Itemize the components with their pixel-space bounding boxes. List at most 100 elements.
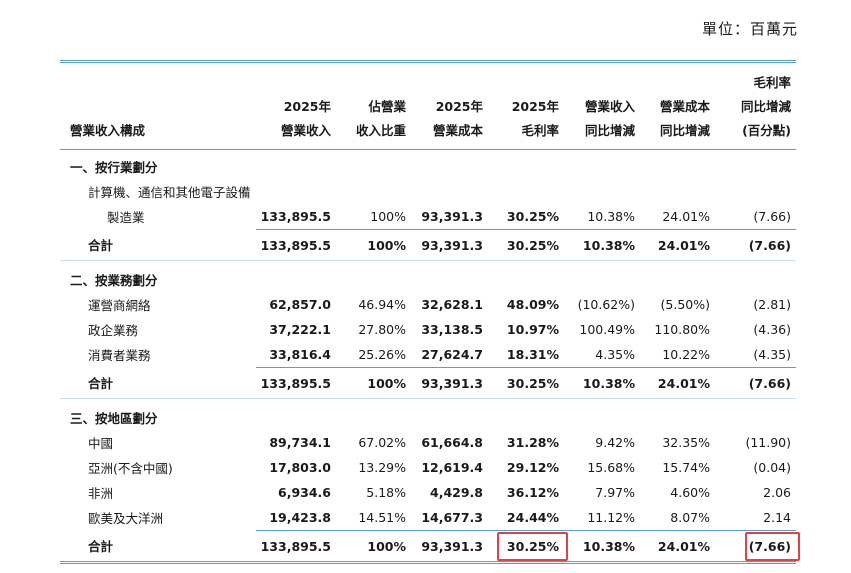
cell: 30.25% [488,530,564,564]
cell: 24.01% [640,229,715,261]
row-label: 製造業 [107,210,145,226]
cell: 32,628.1 [421,297,483,312]
cell: (7.66) [715,229,796,261]
cell: 100.49% [579,322,635,337]
cell: 5.18% [366,485,406,500]
cell: 37,222.1 [269,322,331,337]
cell: 61,664.8 [421,435,483,450]
col-header-composition: 營業收入構成 [60,60,256,150]
cell: (7.66) [753,209,791,224]
total-row: 合計 133,895.5 100% 93,391.3 30.25% 10.38%… [60,367,796,399]
cell: 13.29% [358,460,406,475]
cell: 10.38% [564,367,640,399]
cell: 93,391.3 [411,530,488,564]
section-header: 一、按行業劃分 [60,154,796,179]
row-label: 非洲 [88,486,114,501]
highlight-box-margin-change [745,531,800,561]
cell: 10.22% [662,347,710,362]
cell: 48.09% [506,297,559,312]
table-row: 計算機、通信和其他電子設備 [60,179,796,204]
cell: 93,391.3 [411,229,488,261]
section-header: 三、按地區劃分 [60,405,796,430]
cell: 2.14 [763,510,791,525]
cell: (7.66) [715,367,796,399]
cell: (4.36) [753,322,791,337]
cell: 30.25% [488,367,564,399]
cell: 6,934.6 [278,485,331,500]
cell: 12,619.4 [421,460,483,475]
col-header-revenue-share: 佔營業 收入比重 [336,60,411,150]
cell: (0.04) [753,460,791,475]
section-title: 一、按行業劃分 [70,160,158,175]
cell: 33,816.4 [269,347,331,362]
cell: 33,138.5 [421,322,483,337]
cell: 15.68% [587,460,635,475]
row-label: 消費者業務 [88,348,151,364]
cell: 62,857.0 [269,297,331,312]
table-row: 運營商網絡 62,857.0 46.94% 32,628.1 48.09% (1… [60,292,796,317]
cell: 15.74% [662,460,710,475]
table-row: 中國 89,734.1 67.02% 61,664.8 31.28% 9.42%… [60,430,796,455]
row-label: 中國 [88,436,114,451]
cell: 32.35% [662,435,710,450]
section-title: 二、按業務劃分 [70,273,158,288]
cell: 14.51% [358,510,406,525]
cell: 10.38% [564,229,640,261]
cell: 8.07% [670,510,710,525]
cell: 110.80% [654,322,710,337]
cell: 19,423.8 [269,510,331,525]
cell: 133,895.5 [256,530,336,564]
col-header-cost-yoy: 營業成本 同比增減 [640,60,715,150]
cell: 93,391.3 [421,209,483,224]
total-label: 合計 [60,530,256,564]
cell: 27,624.7 [421,347,483,362]
cell: 100% [336,229,411,261]
cell: 11.12% [587,510,635,525]
cell: 133,895.5 [256,229,336,261]
total-label: 合計 [60,229,256,261]
cell: 24.44% [506,510,559,525]
table-row: 製造業 133,895.5 100% 93,391.3 30.25% 10.38… [60,204,796,230]
cell: 36.12% [506,485,559,500]
row-label: 運營商網絡 [88,298,151,313]
revenue-composition-table: 營業收入構成 2025年 營業收入 佔營業 收入比重 2025年 營業成本 2025年… [60,60,796,564]
cell: 25.26% [358,347,406,362]
total-row: 合計 133,895.5 100% 93,391.3 30.25% 10.38%… [60,229,796,261]
cell: 2.06 [763,485,791,500]
cell: 93,391.3 [411,367,488,399]
cell: 24.01% [640,367,715,399]
cell: 4.60% [670,485,710,500]
table-row: 政企業務 37,222.1 27.80% 33,138.5 10.97% 100… [60,317,796,342]
cell: 18.31% [506,347,559,362]
cell: 100% [336,530,411,564]
col-header-cost: 2025年 營業成本 [411,60,488,150]
cell: 24.01% [640,530,715,564]
total-label: 合計 [60,367,256,399]
section-header: 二、按業務劃分 [60,267,796,292]
cell: 10.38% [564,530,640,564]
highlight-box-gross-margin [497,531,568,561]
unit-label: 單位：百萬元 [701,20,798,38]
cell: 17,803.0 [269,460,331,475]
row-label: 亞洲(不含中國) [88,461,173,476]
table-row: 歐美及大洋洲 19,423.8 14.51% 14,677.3 24.44% 1… [60,505,796,531]
cell: (2.81) [753,297,791,312]
cell: (10.62%) [577,297,635,312]
cell: 9.42% [595,435,635,450]
cell: 7.97% [595,485,635,500]
cell: 24.01% [662,209,710,224]
col-header-margin-yoy: 毛利率 同比增減 (百分點) [715,60,796,150]
row-label: 政企業務 [88,323,139,338]
col-header-revenue-yoy: 營業收入 同比增減 [564,60,640,150]
total-row: 合計 133,895.5 100% 93,391.3 30.25% 10.38%… [60,530,796,564]
row-label: 歐美及大洋洲 [88,511,164,527]
cell: 31.28% [506,435,559,450]
cell: (7.66) [715,530,796,564]
cell: 30.25% [506,209,559,224]
cell: 100% [370,209,406,224]
cell: (5.50%) [660,297,710,312]
cell: 10.38% [587,209,635,224]
cell: 29.12% [506,460,559,475]
cell: 30.25% [488,229,564,261]
cell: (4.35) [753,347,791,362]
